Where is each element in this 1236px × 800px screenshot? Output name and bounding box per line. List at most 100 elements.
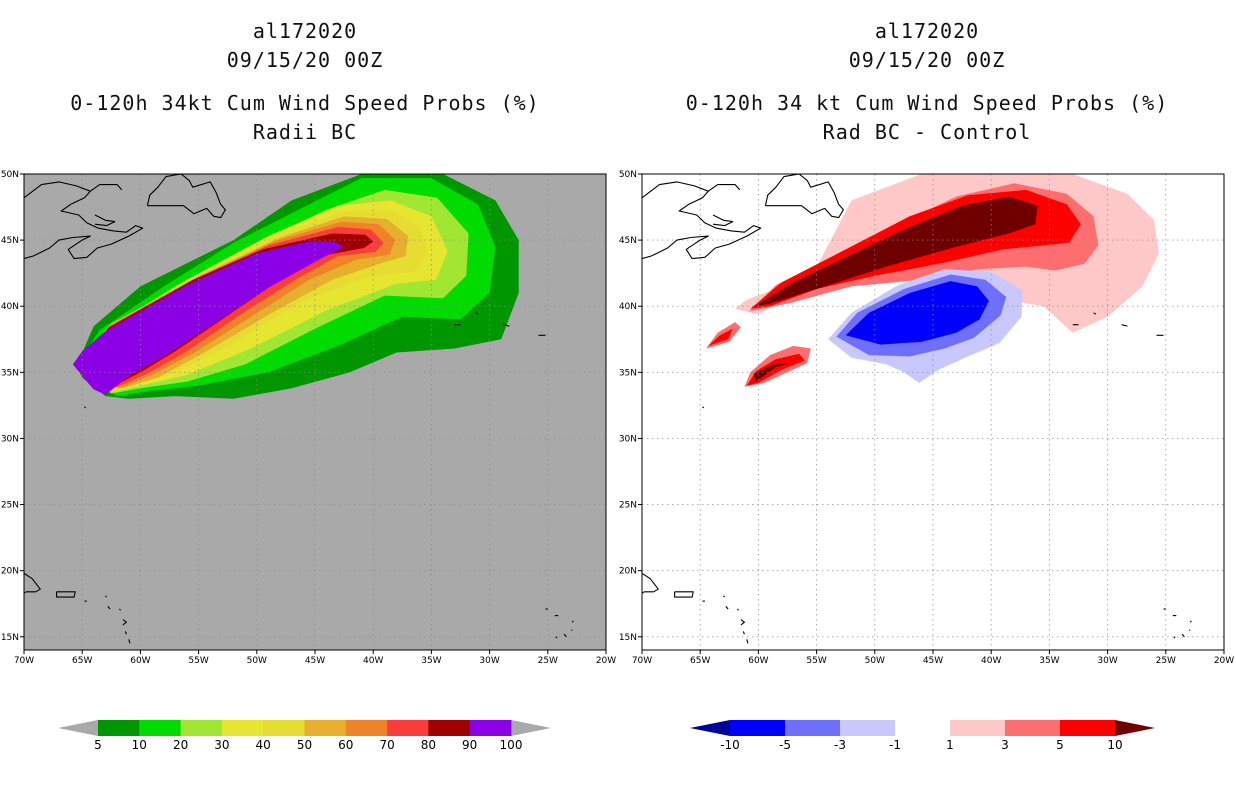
right-lat-label-30N: 30N [619,434,637,444]
left-lat-label-40N: 40N [1,302,19,312]
left-lon-label-40W: 40W [363,656,383,666]
left-colorbar-swatch-8 [428,720,471,736]
left-lon-label-30W: 30W [479,656,499,666]
left-lon-label-35W: 35W [421,656,441,666]
right-coastline-15 [1181,633,1185,638]
left-colorbar-label-30: 30 [214,738,229,752]
left-colorbar-swatch-0 [98,720,140,736]
right-coastline-6 [736,608,740,611]
right-lon-label-55W: 55W [806,656,826,666]
right-lon-label-35W: 35W [1039,656,1059,666]
left-colorbar-label-50: 50 [297,738,312,752]
right-lon-label-45W: 45W [923,656,943,666]
left-colorbar-swatch-5 [304,720,347,736]
left-colorbar-swatch-4 [263,720,305,736]
right-colorbar-label-5: 5 [1056,738,1064,752]
left-probability-map: 70W 65W 60W 55W 50W 45W 40W 35W 30W 25W 20W 50N 45N 4… [1,170,616,666]
left-coastline-7 [122,619,127,626]
right-colorbar-label--3: -3 [834,738,846,752]
left-lon-label-55W: 55W [188,656,208,666]
right-lat-label-35N: 35N [619,368,637,378]
right-lat-label-20N: 20N [619,567,637,577]
right-title-product: 0-120h 34 kt Cum Wind Speed Probs (%) [685,91,1169,115]
right-colorbar-label--1: -1 [889,738,901,752]
right-colorbar-swatch-2 [840,720,896,736]
right-coastline-1 [707,184,741,192]
right-colorbar-swatch-3 [895,720,951,736]
left-coastline-8 [124,631,127,635]
left-coastline-3 [94,214,116,227]
right-contour--5-11 [845,281,989,345]
right-coastline-11 [723,595,726,598]
left-colorbar-label-70: 70 [379,738,394,752]
right-contour-5-8 [708,328,733,346]
right-coastline-2 [764,174,844,219]
left-coastline-5 [56,591,76,598]
left-lat-label-15N: 15N [1,633,19,643]
left-coastline-15 [563,633,567,638]
left-lon-label-60W: 60W [130,656,150,666]
left-coastline-10 [107,606,111,610]
right-lon-label-60W: 60W [748,656,768,666]
left-title-experiment: Radii BC [252,120,358,144]
left-colorbar-swatch-3 [221,720,264,736]
right-colorbar-label--10: -10 [720,738,740,752]
left-colorbar-swatch-1 [139,720,181,736]
left-lat-label-20N: 20N [1,567,19,577]
left-coastline-23 [84,406,87,409]
left-coastline-22 [475,312,479,315]
left-colorbar-swatch-2 [180,720,223,736]
right-lon-label-65W: 65W [690,656,710,666]
right-colorbar-swatch-5 [1005,720,1061,736]
right-lat-label-15N: 15N [619,633,637,643]
right-lat-label-50N: 50N [619,170,637,180]
right-colorbar-label-10: 10 [1107,738,1122,752]
right-coastline-23 [702,406,705,409]
left-colorbar-swatch-7 [387,720,429,736]
left-title: al172020 09/15/20 00Z [5,17,605,75]
left-contour-90-9 [72,241,345,395]
left-colorbar-label-100: 100 [500,738,523,752]
right-colorbar-label-1: 1 [946,738,954,752]
left-lat-label-50N: 50N [1,170,19,180]
right-coastline-16 [1189,620,1192,623]
right-coastline-4 [642,572,659,594]
right-lat-label-25N: 25N [619,501,637,511]
right-colorbar-label-3: 3 [1001,738,1009,752]
right-lon-label-40W: 40W [981,656,1001,666]
right-colorbar-over-arrow [1115,720,1155,736]
left-lon-label-25W: 25W [538,656,558,666]
left-colorbar: 5 10 20 30 40 50 60 70 80 90 100 [58,720,551,752]
left-coastline-0 [24,181,144,260]
right-title: al172020 09/15/20 00Z [627,17,1227,75]
left-lon-label-50W: 50W [247,656,267,666]
right-coastline-20 [1121,324,1128,327]
right-subtitle: 0-120h 34 kt Cum Wind Speed Probs (%) Ra… [627,89,1227,147]
right-colorbar-swatch-0 [730,720,786,736]
right-lat-label-40N: 40N [619,302,637,312]
right-lon-label-30W: 30W [1097,656,1117,666]
left-colorbar-label-5: 5 [94,738,102,752]
left-coastline-9 [128,639,131,644]
left-coastline-11 [105,595,108,598]
right-contour-10-3 [754,196,1038,307]
right-coastline-0 [642,181,762,260]
left-colorbar-swatch-9 [469,720,512,736]
right-colorbar-swatch-6 [1060,720,1116,736]
right-contour-10-6 [753,363,791,382]
right-colorbar-swatch-1 [785,720,841,736]
left-colorbar-label-60: 60 [338,738,353,752]
left-coastline-17 [555,636,558,639]
left-coastline-6 [118,608,122,611]
left-lon-label-20W: 20W [596,656,616,666]
left-subtitle: 0-120h 34kt Cum Wind Speed Probs (%) Rad… [5,89,605,147]
right-title-storm-id: al172020 [874,19,980,43]
right-coastline-5 [674,591,694,598]
left-title-date: 09/15/20 00Z [226,48,384,72]
right-colorbar-label--5: -5 [779,738,791,752]
left-colorbar-label-20: 20 [173,738,188,752]
left-colorbar-over-arrow [511,720,551,736]
right-colorbar-under-arrow [690,720,730,736]
right-title-date: 09/15/20 00Z [848,48,1006,72]
left-colorbar-swatch-6 [345,720,388,736]
